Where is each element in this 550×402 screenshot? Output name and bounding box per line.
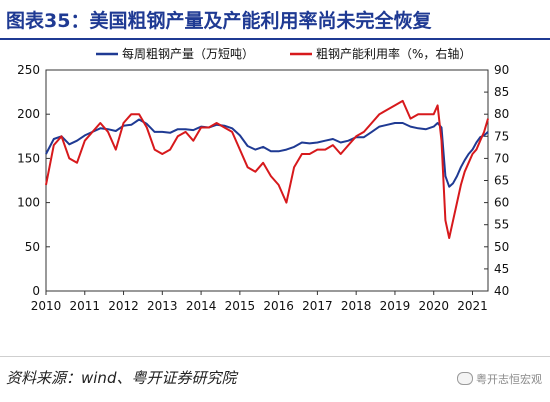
x-tick-label: 2018 <box>341 299 372 313</box>
y-right-tick-label: 70 <box>494 151 509 165</box>
y-left-tick-label: 200 <box>17 107 40 121</box>
y-left-tick-label: 0 <box>32 284 40 298</box>
y-left-tick-label: 250 <box>17 63 40 77</box>
legend: 每周粗钢产量（万短吨） 粗钢产能利用率（%，右轴） <box>96 46 471 61</box>
legend-label: 粗钢产能利用率（%，右轴） <box>316 46 471 61</box>
x-tick-label: 2010 <box>31 299 62 313</box>
series-line-1 <box>45 118 489 188</box>
series-group <box>45 99 489 239</box>
x-tick-label: 2013 <box>147 299 178 313</box>
axes-group: 0 50 100 150 200 250 40 45 50 55 60 65 70 75 80 85 90 201… <box>17 63 509 313</box>
y-right-tick-label: 75 <box>494 129 509 143</box>
y-left-tick-label: 150 <box>17 151 40 165</box>
y-right-tick-label: 40 <box>494 284 509 298</box>
y-right-tick-label: 45 <box>494 262 509 276</box>
y-left-tick-label: 50 <box>25 240 40 254</box>
y-right-tick-label: 90 <box>494 63 509 77</box>
chart-title: 图表35：美国粗钢产量及产能利用率尚未完全恢复 <box>6 10 432 32</box>
x-tick-label: 2020 <box>418 299 449 313</box>
source-row: 资料来源：wind、粤开证券研究院 粤开志恒宏观 <box>0 356 550 402</box>
y-right-tick-label: 80 <box>494 107 509 121</box>
title-bar: 图表35：美国粗钢产量及产能利用率尚未完全恢复 <box>0 0 550 40</box>
y-right-tick-label: 55 <box>494 218 509 232</box>
x-tick-label: 2016 <box>263 299 294 313</box>
plot-frame <box>45 69 489 292</box>
y-right-tick-label: 50 <box>494 240 509 254</box>
x-tick-label: 2011 <box>69 299 100 313</box>
legend-label: 每周粗钢产量（万短吨） <box>122 46 254 61</box>
watermark: 粤开志恒宏观 <box>457 371 542 387</box>
x-tick-label: 2019 <box>380 299 411 313</box>
x-tick-label: 2017 <box>302 299 333 313</box>
source-note: 资料来源：wind、粤开证券研究院 <box>6 369 237 387</box>
watermark-label: 粤开志恒宏观 <box>476 373 542 386</box>
series-line-2 <box>45 99 489 239</box>
y-right-tick-label: 85 <box>494 85 509 99</box>
x-tick-label: 2015 <box>225 299 256 313</box>
y-right-tick-label: 65 <box>494 174 509 188</box>
y-left-tick-label: 100 <box>17 196 40 210</box>
x-tick-label: 2014 <box>186 299 217 313</box>
x-tick-label: 2021 <box>457 299 488 313</box>
chart-area: 0 50 100 150 200 250 40 45 50 55 60 65 70 75 80 85 90 201… <box>17 46 509 313</box>
y-right-tick-label: 60 <box>494 196 509 210</box>
wechat-icon <box>457 372 473 385</box>
x-tick-label: 2012 <box>108 299 139 313</box>
